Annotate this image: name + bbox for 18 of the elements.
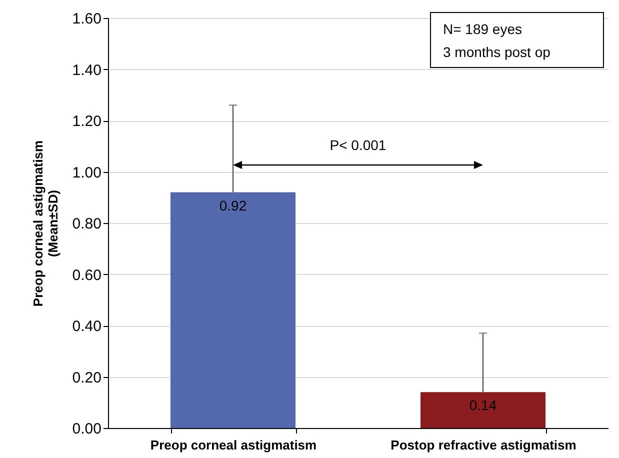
y-tick-label: 1.20 bbox=[72, 113, 102, 130]
y-tick-label: 0.80 bbox=[72, 216, 102, 232]
x-tick-label: Postop refractive astigmatism bbox=[390, 438, 576, 452]
y-tick-label: 0.60 bbox=[72, 266, 102, 284]
data-label: 0.92 bbox=[219, 197, 247, 214]
x-tick-label: Preop corneal astigmatism bbox=[150, 438, 317, 452]
y-tick-label: 0.20 bbox=[72, 369, 102, 386]
y-tick-label: 1.40 bbox=[72, 62, 102, 79]
y-axis-title: Preop corneal astigmatism (Mean±SD) bbox=[30, 140, 60, 307]
note-box: N= 189 eyes 3 months post op bbox=[430, 12, 604, 68]
y-tick-label: 1.00 bbox=[72, 164, 102, 182]
data-label: 0.14 bbox=[469, 397, 497, 414]
annotation: N= 189 eyes bbox=[443, 20, 523, 39]
annotation: 3 months post op bbox=[443, 43, 552, 62]
y-tick-label: 0.40 bbox=[72, 318, 102, 335]
annotation: P< 0.001 bbox=[328, 137, 388, 153]
y-tick-label: 1.60 bbox=[72, 10, 102, 28]
y-tick-label: 0.00 bbox=[72, 420, 102, 438]
